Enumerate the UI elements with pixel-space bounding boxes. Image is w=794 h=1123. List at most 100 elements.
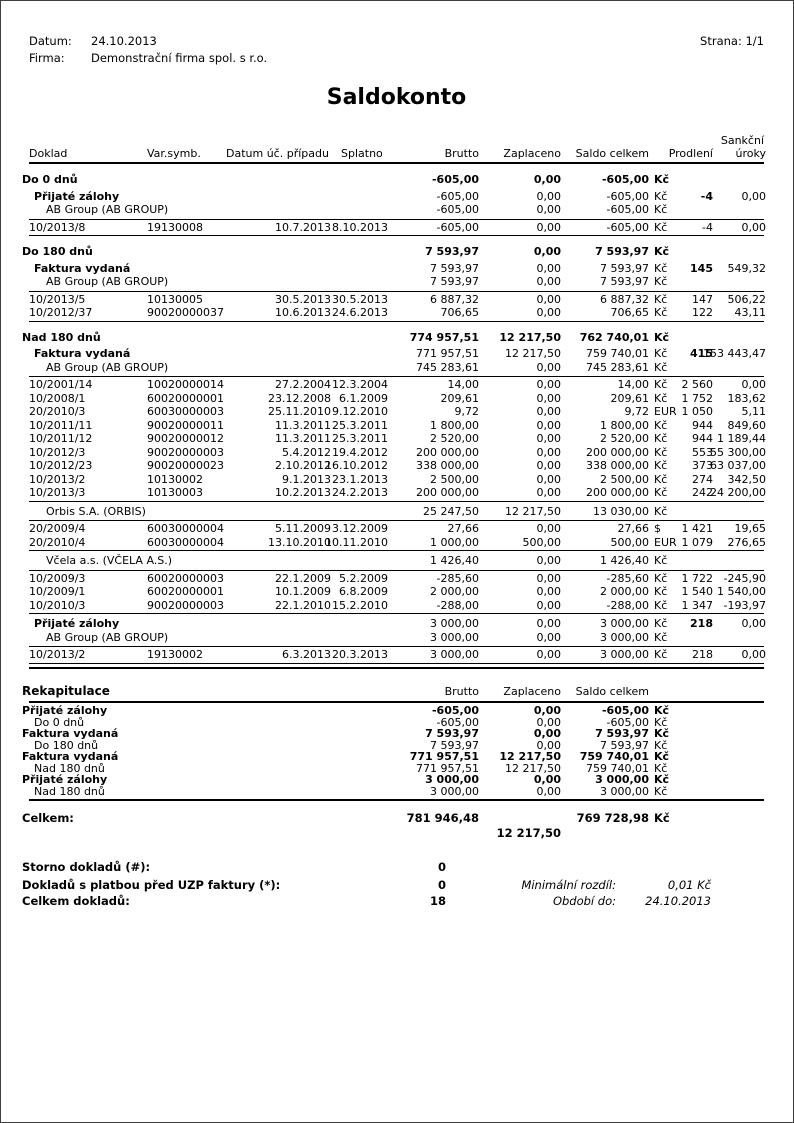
detail-row: 20/2010/4 60030000004 13.10.2010 10.11.2010… bbox=[29, 536, 766, 550]
cell-prodleni bbox=[673, 728, 713, 740]
cell-datum bbox=[239, 717, 331, 729]
cell-brutto: -605,00 bbox=[431, 173, 479, 186]
cell-varsymb bbox=[147, 786, 239, 798]
cell-doklad: 10/2001/14 bbox=[29, 378, 93, 391]
cell-varsymb bbox=[147, 331, 239, 345]
cell-brutto: 9,72 bbox=[454, 405, 480, 418]
rekap-header-saldo: Saldo celkem bbox=[575, 684, 649, 698]
cell-zaplaceno: 0,00 bbox=[536, 203, 562, 216]
cell-currency: Kč bbox=[654, 750, 670, 763]
cell-uroky: 342,50 bbox=[727, 472, 767, 486]
cell-prodleni: 274 bbox=[692, 472, 713, 486]
cell-brutto: 14,00 bbox=[447, 378, 480, 391]
cell-currency: Kč bbox=[654, 445, 668, 459]
detail-row: 20/2009/4 60030000004 5.11.2009 3.12.2009 27… bbox=[29, 522, 767, 536]
detail-row: 20/2010/3 60030000003 25.11.2010 9.12.2010 9… bbox=[29, 405, 766, 419]
cell-zaplaceno: 0,00 bbox=[536, 554, 562, 567]
cell-varsymb: 10130005 bbox=[147, 292, 203, 306]
cell-currency: Kč bbox=[654, 761, 668, 775]
cell-brutto: -605,00 bbox=[436, 220, 479, 234]
cell-brutto: 7 593,97 bbox=[430, 261, 479, 275]
totals-paid-row: 12 217,50 bbox=[29, 826, 764, 841]
cell-datum bbox=[239, 275, 331, 289]
cell-uroky: 19,65 bbox=[734, 522, 767, 535]
rekap-header-zaplaceno: Zaplaceno bbox=[503, 684, 561, 698]
cell-saldo: 9,72 bbox=[624, 405, 650, 418]
cell-saldo: 7 593,97 bbox=[600, 738, 649, 752]
cell-varsymb: 90020000037 bbox=[147, 306, 224, 319]
header-uroky: úroky bbox=[735, 147, 766, 160]
cell-splatno bbox=[331, 705, 388, 717]
cell-splatno: 6.1.2009 bbox=[339, 391, 388, 405]
cell-zaplaceno: 0,00 bbox=[536, 648, 562, 661]
cell-zaplaceno: 0,00 bbox=[536, 522, 562, 535]
cell-uroky: 153 443,47 bbox=[703, 347, 766, 360]
cell-splatno bbox=[331, 262, 388, 276]
cell-zaplaceno: 0,00 bbox=[536, 585, 562, 598]
cell-currency: Kč bbox=[654, 203, 668, 216]
detail-row: 10/2011/12 90020000012 11.3.2011 25.3.2011 2… bbox=[29, 432, 766, 446]
cell-datum bbox=[239, 763, 331, 775]
cell-prodleni bbox=[673, 361, 713, 375]
period-label: Období do: bbox=[552, 894, 616, 908]
customer-row: Včela a.s. (VČELA A.S.) 1 426,40 0,00 1 426… bbox=[29, 554, 764, 568]
cell-zaplaceno: 0,00 bbox=[536, 784, 562, 798]
detail-block: 10/2009/3 60020000003 22.1.2009 5.2.2009 -28… bbox=[29, 569, 766, 614]
cell-varsymb bbox=[147, 631, 239, 645]
group-row: Faktura vydaná 771 957,51 12 217,50 759 740… bbox=[29, 347, 766, 361]
cell-brutto: 3 000,00 bbox=[430, 617, 479, 630]
totals: Celkem: 781 946,48 769 728,98 Kč 12 217,… bbox=[22, 811, 764, 841]
cell-splatno bbox=[331, 245, 388, 259]
cell-prodleni bbox=[673, 245, 713, 259]
cell-prodleni: 1 347 bbox=[681, 598, 714, 612]
cell-varsymb bbox=[147, 717, 239, 729]
detail-row: 10/2009/3 60020000003 22.1.2009 5.2.2009 -28… bbox=[29, 571, 766, 586]
cell-splatno bbox=[331, 740, 388, 752]
page-info: Strana: 1/1 bbox=[700, 34, 764, 48]
cell-doklad: 20/2010/3 bbox=[29, 405, 86, 418]
cell-splatno bbox=[331, 361, 388, 375]
cell-currency: Kč bbox=[654, 306, 668, 319]
cell-varsymb bbox=[147, 617, 239, 631]
cell-prodleni: 218 bbox=[690, 617, 713, 630]
cell-zaplaceno: 0,00 bbox=[536, 189, 562, 203]
cell-uroky bbox=[713, 751, 766, 763]
cell-uroky: 849,60 bbox=[727, 418, 767, 432]
cell-zaplaceno: 0,00 bbox=[533, 727, 561, 740]
customer-row: AB Group (AB GROUP) 745 283,61 0,00 745 283… bbox=[29, 361, 764, 375]
cell-doklad: Přijaté zálohy bbox=[22, 773, 108, 786]
cell-varsymb bbox=[147, 505, 239, 519]
cell-saldo: 759 740,01 bbox=[579, 750, 649, 763]
detail-row: 10/2012/23 90020000023 2.10.2012 16.10.2012… bbox=[29, 459, 766, 473]
cell-uroky bbox=[713, 275, 766, 289]
cell-doklad: Do 0 dnů bbox=[22, 173, 78, 186]
cell-saldo: -605,00 bbox=[606, 189, 649, 203]
total-docs-value: 18 bbox=[429, 894, 446, 908]
cell-splatno bbox=[331, 728, 388, 740]
cell-splatno bbox=[331, 275, 388, 289]
cell-brutto: 3 000,00 bbox=[425, 773, 479, 786]
cell-zaplaceno: 0,00 bbox=[536, 571, 562, 585]
customer-row: AB Group (AB GROUP) 3 000,00 0,00 3 000,00 K… bbox=[29, 631, 764, 645]
cell-zaplaceno: 0,00 bbox=[533, 704, 561, 717]
cell-prodleni: 415 bbox=[690, 347, 713, 360]
cell-currency: EUR bbox=[654, 405, 677, 418]
cell-datum: 9.1.2013 bbox=[282, 472, 331, 486]
cell-doklad: 10/2011/12 bbox=[29, 432, 93, 445]
cell-splatno: 8.10.2013 bbox=[332, 220, 388, 234]
cell-brutto: 7 593,97 bbox=[425, 727, 479, 740]
cell-doklad: Přijaté zálohy bbox=[34, 189, 120, 203]
rekap-end-rule bbox=[29, 799, 764, 801]
cell-doklad: Faktura vydaná bbox=[34, 347, 131, 360]
cell-doklad: Orbis S.A. (ORBIS) bbox=[46, 504, 146, 518]
cell-zaplaceno: 0,00 bbox=[536, 360, 562, 374]
cell-currency: Kč bbox=[654, 773, 670, 786]
rekap-bucket-row: Nad 180 dnů 771 957,51 12 217,50 759 740,01… bbox=[29, 761, 764, 775]
cell-currency: Kč bbox=[654, 347, 668, 360]
detail-row: 10/2010/3 90020000003 22.1.2010 15.2.2010 -2… bbox=[29, 598, 766, 613]
cell-varsymb: 10130003 bbox=[147, 486, 203, 499]
cell-currency: Kč bbox=[654, 275, 668, 288]
cell-splatno: 25.3.2011 bbox=[332, 432, 388, 445]
cell-saldo: 706,65 bbox=[610, 306, 650, 319]
